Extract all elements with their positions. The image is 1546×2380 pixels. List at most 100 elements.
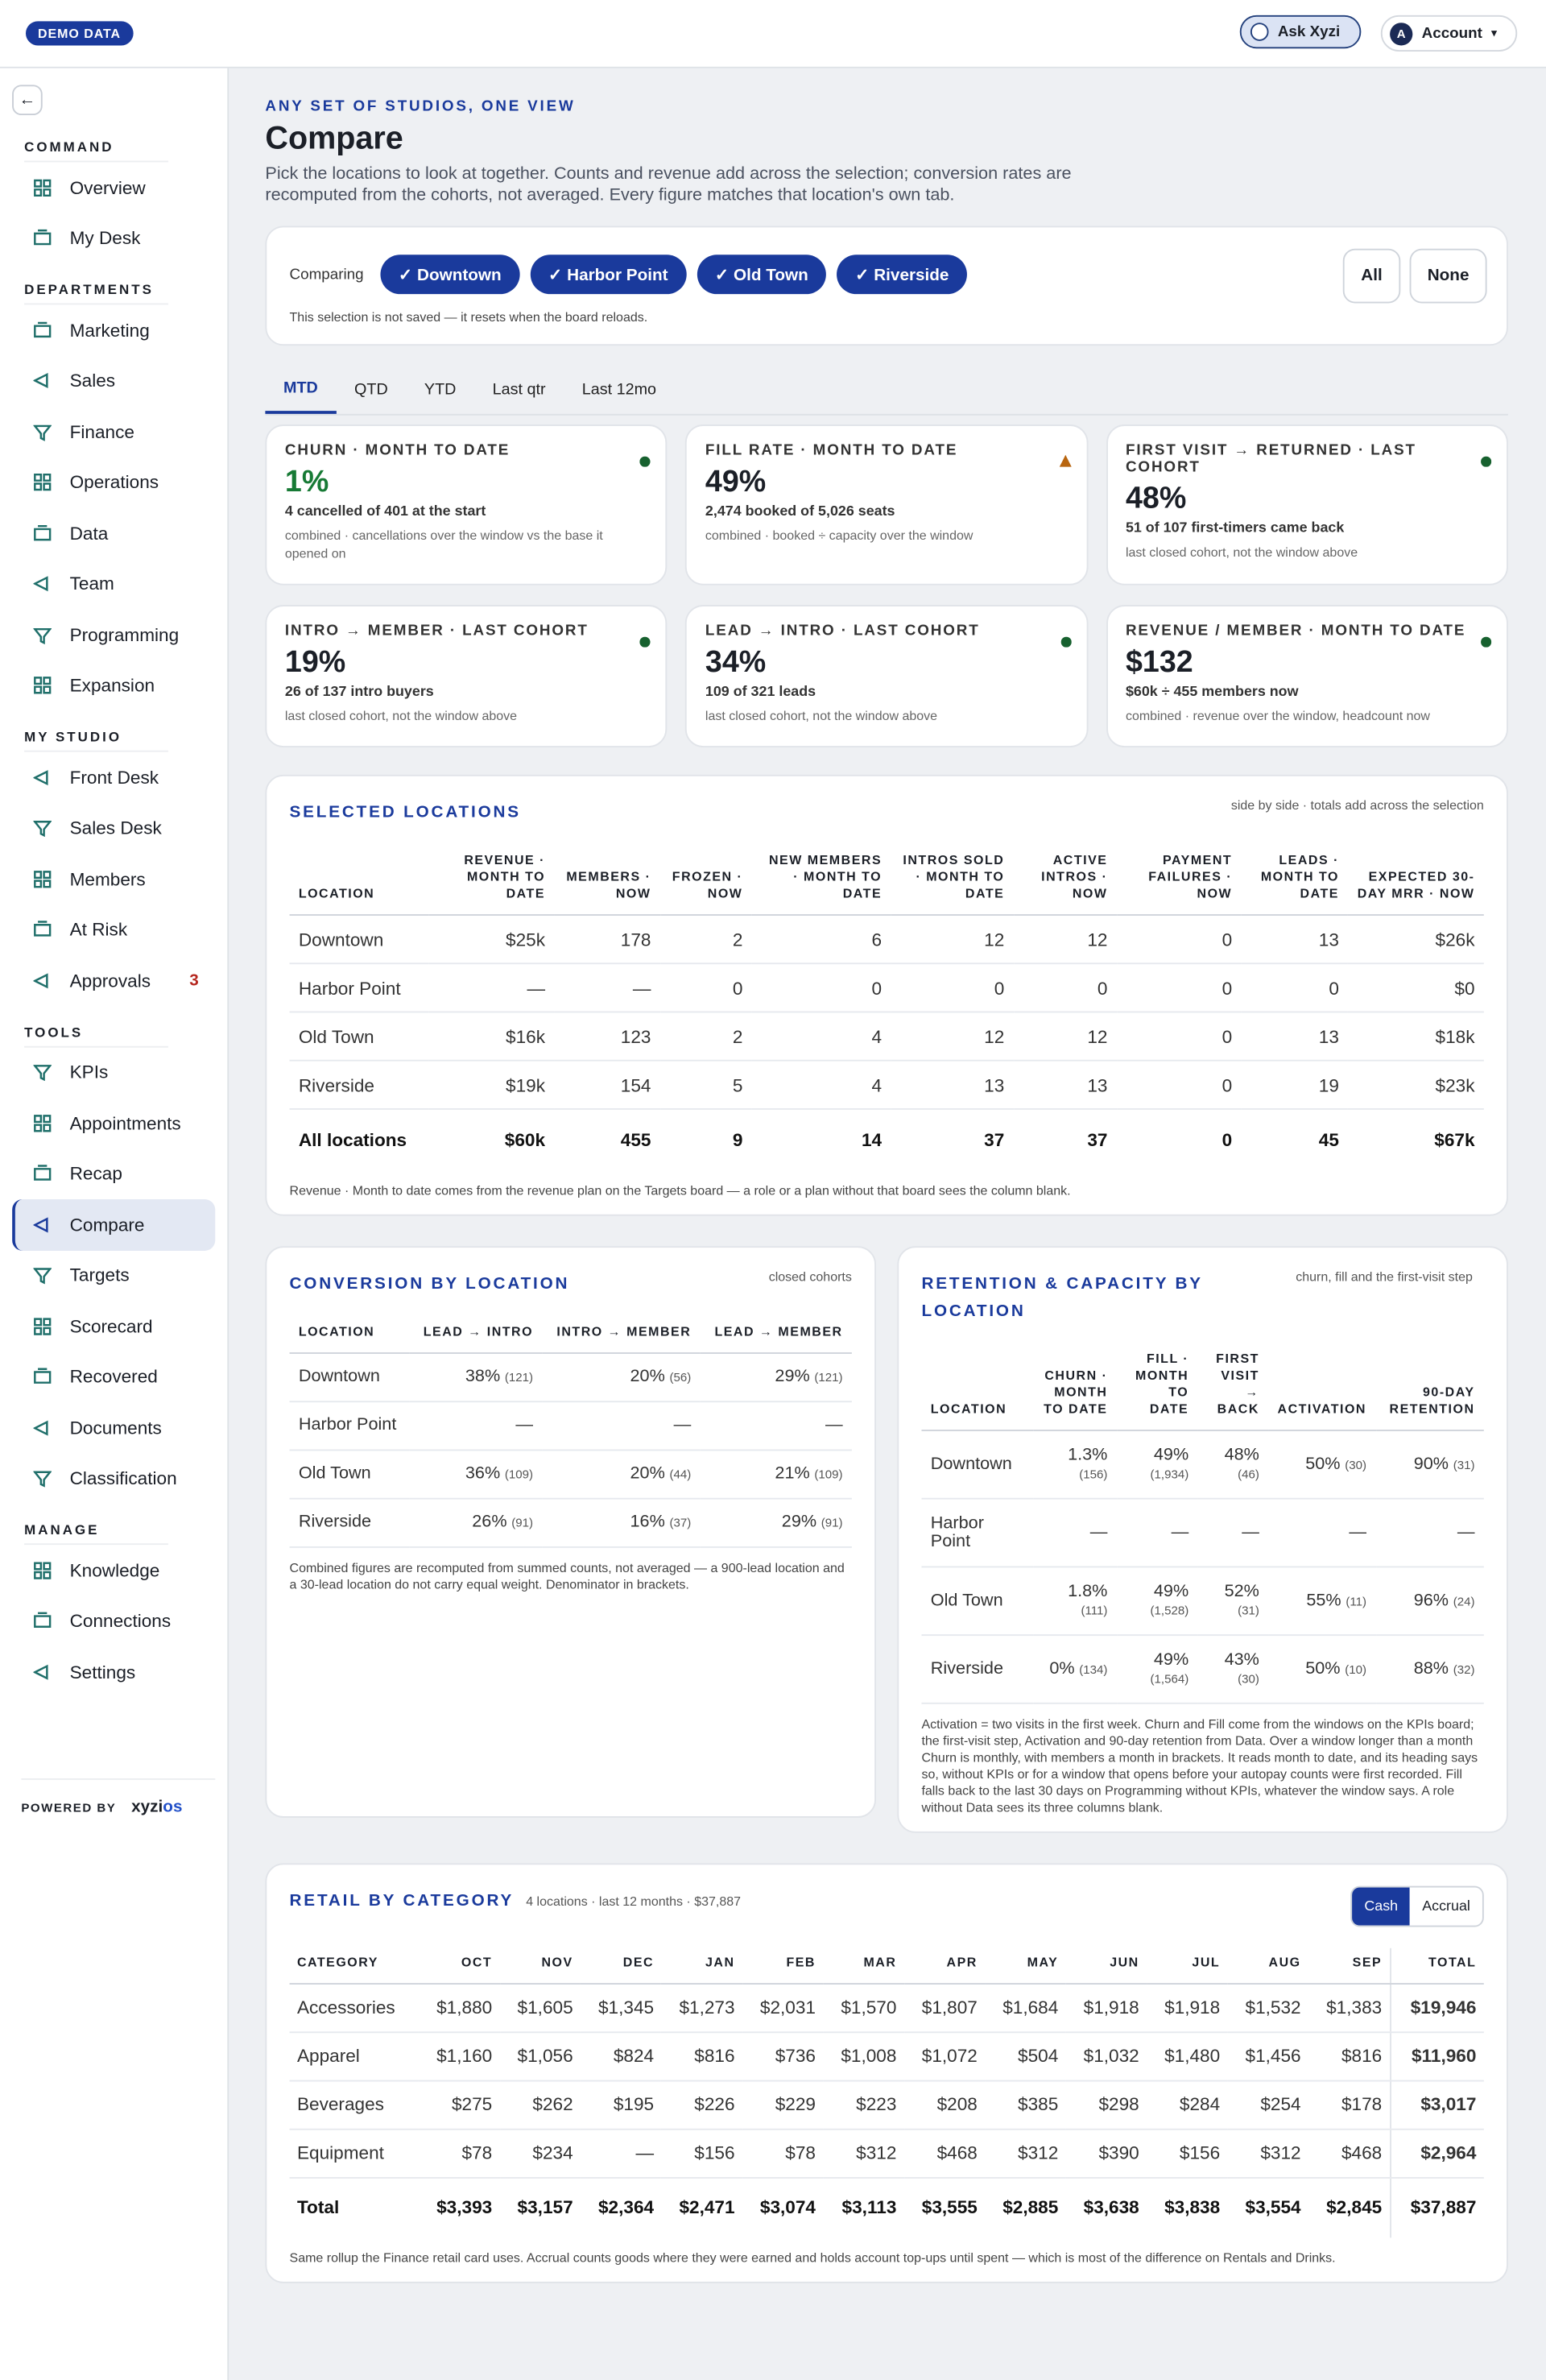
nav-item[interactable]: Recap [12, 1149, 215, 1199]
nav-item[interactable]: Members [12, 854, 215, 904]
cell-count: (30) [1238, 1671, 1259, 1686]
nav-item[interactable]: Sales [12, 355, 215, 406]
nav-label: Sales Desk [69, 817, 162, 839]
cell: $37,887 [1389, 2176, 1484, 2238]
cell: — [554, 963, 660, 1013]
cell: 0 [1116, 1012, 1242, 1062]
tab[interactable]: YTD [424, 380, 457, 399]
row-label: Beverages [289, 2080, 420, 2130]
nav-item[interactable]: My Desk [12, 213, 215, 263]
nav-item[interactable]: Classification [12, 1453, 215, 1504]
nav-item[interactable]: Knowledge [12, 1545, 215, 1596]
table-row: Equipment $78 $234— $156 $78 $312 $468 $312 $390… [289, 2128, 1484, 2178]
footnote: Revenue · Month to date comes from the r… [289, 1182, 1071, 1198]
nav-item[interactable]: Settings [12, 1646, 215, 1697]
toggle-option[interactable]: Accrual [1422, 1897, 1470, 1914]
nav-item[interactable]: KPIs [12, 1047, 215, 1098]
cell-count: (1,934) [1150, 1467, 1189, 1481]
column-header: JAN [661, 1947, 742, 1985]
cell: $156 [661, 2128, 742, 2178]
tab[interactable]: Last 12mo [581, 380, 657, 399]
nav-label: Marketing [69, 319, 150, 341]
nav-item[interactable]: Overview [12, 162, 215, 213]
cell: $1,008 [823, 2031, 904, 2081]
nav-item[interactable]: Approvals 3 [12, 955, 215, 1006]
nav-item[interactable]: Scorecard [12, 1301, 215, 1351]
nav-item[interactable]: Finance [12, 406, 215, 457]
cell-value: 90% [1413, 1455, 1449, 1473]
nav-item[interactable]: Operations [12, 457, 215, 508]
back-button[interactable]: ← [12, 85, 43, 116]
cell: $1,383 [1308, 1983, 1391, 2033]
location-chip[interactable]: ✓ Harbor Point [530, 255, 687, 295]
location-chip[interactable]: ✓ Old Town [697, 255, 827, 295]
cell: — [428, 963, 555, 1013]
cell-count: (46) [1238, 1467, 1259, 1481]
nav-item[interactable]: Expansion [12, 660, 215, 711]
nav-item[interactable]: At Risk [12, 904, 215, 955]
nav-item[interactable]: Front Desk [12, 752, 215, 803]
none-button[interactable]: None [1409, 248, 1487, 304]
all-button[interactable]: All [1342, 248, 1401, 304]
cell: $195 [581, 2080, 662, 2130]
toggle-option[interactable]: Cash [1352, 1886, 1411, 1925]
table-title: CONVERSION BY LOCATION [289, 1274, 570, 1293]
account-button[interactable]: A Account ▾ [1380, 14, 1518, 52]
nav-item[interactable]: Appointments [12, 1098, 215, 1149]
nav-item[interactable]: Sales Desk [12, 803, 215, 854]
table-row: Riverside 0% (134) 49% (1,564) 43% (30) 50% (10)… [921, 1634, 1484, 1703]
column-header: FIRST VISIT → BACK [1197, 1343, 1269, 1430]
cell: $78 [419, 2128, 500, 2178]
nav-icon [34, 179, 52, 197]
cell: $2,964 [1389, 2128, 1484, 2178]
cell: $2,845 [1308, 2176, 1391, 2238]
cell: — [581, 2128, 662, 2178]
nav-item[interactable]: Compare [12, 1198, 216, 1250]
cell: $312 [985, 2128, 1066, 2178]
kpi-value: 19% [284, 645, 346, 680]
cell: 37 [1013, 1107, 1117, 1170]
nav-item[interactable]: Documents [12, 1402, 215, 1453]
column-header: LEADS · MONTH TO DATE [1241, 846, 1349, 916]
nav-item[interactable]: Team [12, 559, 215, 610]
section-title: TOOLS [24, 1024, 168, 1047]
table-subtitle: closed cohorts [768, 1268, 852, 1284]
kpi-detail: 109 of 321 leads [705, 683, 816, 701]
nav-label: Classification [69, 1467, 177, 1489]
nav-icon [34, 230, 52, 246]
tab[interactable]: Last qtr [492, 380, 546, 399]
cell: $78 [742, 2128, 824, 2178]
cell: $1,807 [903, 1983, 986, 2033]
nav-item[interactable]: Marketing [12, 304, 215, 355]
cell: $1,684 [985, 1983, 1066, 2033]
title-group: RETAIL BY CATEGORY 4 locations · last 12 … [290, 1885, 741, 1913]
description: Pick the locations to look at together. … [265, 165, 1072, 205]
cell: 0 [1013, 963, 1117, 1013]
nav-icon [33, 1471, 52, 1488]
nav-item[interactable]: Targets [12, 1250, 215, 1301]
tab[interactable]: QTD [353, 380, 388, 399]
ask-button[interactable]: Ask Xyzi [1239, 14, 1362, 49]
location-chip[interactable]: ✓ Downtown [380, 255, 520, 295]
cash-accrual-toggle: Cash Accrual [1350, 1885, 1484, 1927]
cell: 48% (46) [1197, 1430, 1269, 1499]
column-header: MAY [985, 1947, 1066, 1985]
nav-label: Operations [69, 471, 159, 494]
nav-item[interactable]: Programming [12, 610, 215, 660]
cell-value: 29% [775, 1367, 810, 1386]
cell: 26% (91) [409, 1497, 543, 1547]
nav-icon [34, 921, 52, 938]
nav-item[interactable]: Recovered [12, 1351, 215, 1402]
nav-item[interactable]: Connections [12, 1596, 215, 1646]
total-row: All locations $60k 455 9 14 37 37 0 45 $67k [289, 1107, 1484, 1170]
column-header: INTROS SOLD · MONTH TO DATE [891, 846, 1014, 916]
kpi-title: REVENUE / MEMBER · MONTH TO DATE [1125, 623, 1466, 640]
tab[interactable]: MTD [265, 366, 337, 414]
nav-item[interactable]: Data [12, 508, 215, 559]
cell: $1,918 [1065, 1983, 1147, 2033]
cell: $1,456 [1227, 2031, 1309, 2081]
location-chip[interactable]: ✓ Riverside [837, 255, 968, 295]
cell-count: (121) [504, 1370, 534, 1385]
cell: 0 [1116, 1107, 1242, 1170]
cell: $3,074 [742, 2176, 824, 2238]
